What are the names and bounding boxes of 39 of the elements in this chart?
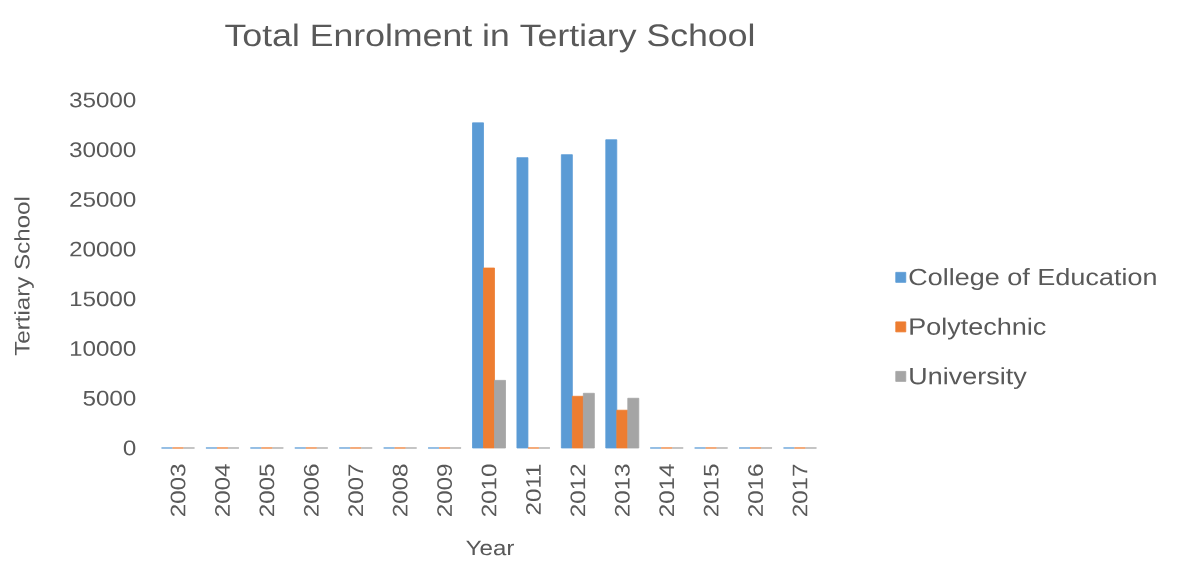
bar: [627, 397, 640, 449]
y-tick-label: 0: [123, 440, 136, 456]
x-tick-label: 2009: [437, 464, 453, 517]
bar: [582, 392, 595, 449]
bar: [616, 409, 629, 449]
legend-label: College of Education: [909, 268, 1156, 290]
bar: [560, 154, 573, 449]
legend-label: Polytechnic: [910, 317, 1046, 340]
bar: [516, 157, 529, 449]
bar: [494, 379, 506, 449]
x-axis-title: Year: [466, 540, 515, 556]
y-tick-label: 5000: [83, 390, 136, 406]
x-tick-label: 2010: [481, 464, 497, 517]
y-tick-label: 10000: [70, 341, 136, 356]
y-tick-label: 25000: [70, 191, 136, 207]
x-tick-label: 2004: [215, 464, 230, 517]
x-tick-label: 2014: [659, 464, 675, 517]
x-tick-label: 2012: [570, 464, 586, 517]
x-tick-label: 2013: [614, 464, 630, 517]
y-tick-label: 15000: [70, 291, 136, 307]
bar: [472, 122, 484, 449]
y-tick-label: 20000: [70, 241, 136, 257]
bar: [571, 395, 584, 449]
x-tick-label: 2011: [526, 464, 541, 515]
y-axis-title: Tertiary School: [14, 197, 34, 356]
bar: [605, 139, 618, 449]
chart-title: Total Enrolment in Tertiary School: [225, 23, 754, 53]
legend-label: University: [910, 367, 1027, 390]
x-tick-label: 2015: [703, 464, 719, 517]
x-tick-label: 2016: [748, 464, 763, 517]
x-tick-label: 2017: [792, 464, 808, 517]
x-tick-label: 2007: [348, 464, 364, 517]
y-tick-label: 30000: [70, 142, 136, 158]
x-tick-label: 2003: [170, 464, 186, 517]
x-tick-label: 2006: [303, 464, 319, 517]
y-tick-label: 35000: [70, 92, 136, 108]
bar: [483, 267, 495, 449]
x-tick-label: 2008: [392, 464, 408, 517]
x-tick-label: 2005: [259, 464, 275, 517]
